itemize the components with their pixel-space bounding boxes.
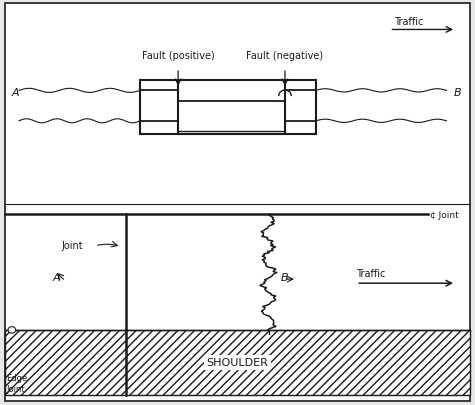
Text: Joint: Joint: [62, 240, 84, 250]
Text: Fault (positive): Fault (positive): [142, 51, 215, 61]
Text: Traffic: Traffic: [394, 17, 424, 27]
Text: Fault (negative): Fault (negative): [247, 51, 323, 61]
Text: B: B: [280, 273, 288, 282]
Text: Traffic: Traffic: [356, 269, 386, 278]
Text: SHOULDER: SHOULDER: [207, 358, 268, 367]
Text: B: B: [454, 88, 461, 98]
Text: A: A: [12, 88, 19, 98]
Bar: [140, 81, 316, 134]
Bar: [5, 330, 470, 395]
Circle shape: [8, 327, 16, 333]
Bar: [5, 330, 470, 395]
Text: Edge
Joint: Edge Joint: [6, 373, 28, 393]
Text: ¢ Joint: ¢ Joint: [430, 210, 459, 219]
Text: A: A: [52, 273, 60, 282]
